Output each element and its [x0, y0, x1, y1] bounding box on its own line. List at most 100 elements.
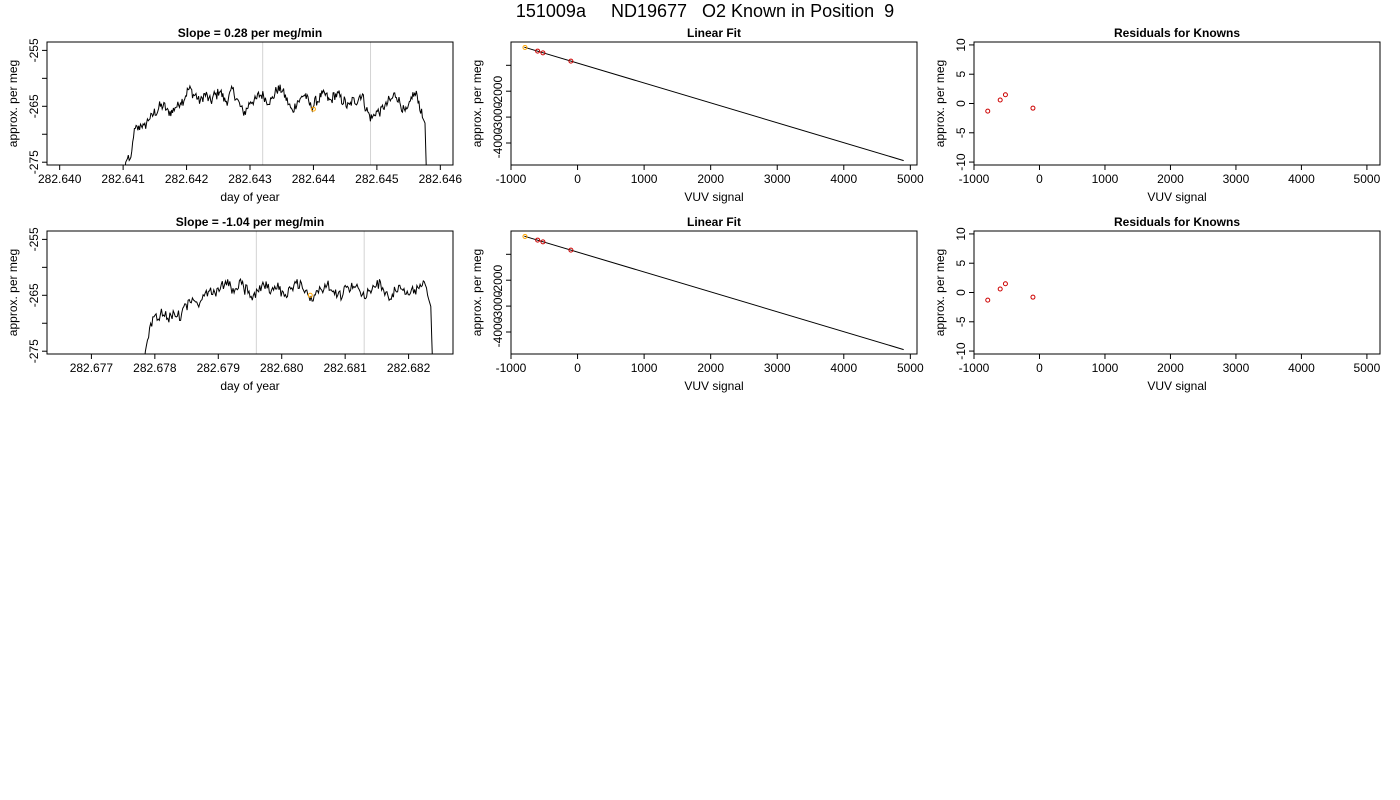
- x-axis-label: VUV signal: [1147, 379, 1206, 393]
- x-tick-label: -1000: [959, 361, 990, 375]
- res-top-panel: Residuals for Knowns -1000 0 1000 2000 3000 40…: [933, 26, 1381, 204]
- res-bottom-panel: Residuals for Knowns -1000 0 1000 2000 3000 40…: [933, 215, 1381, 393]
- x-tick-label: 1000: [1092, 361, 1119, 375]
- chart-title: Linear Fit: [687, 215, 741, 229]
- y-axis-label: approx. per meg: [933, 249, 947, 336]
- y-tick-label: -265: [27, 94, 41, 118]
- x-tick-label: 5000: [1354, 361, 1381, 375]
- series-line: [124, 84, 427, 165]
- x-axis-label: day of year: [220, 190, 279, 204]
- ts-top-panel: Slope = 0.28 per meg/min 282.640 282.641 28…: [6, 26, 463, 204]
- chart-title: Residuals for Knowns: [1114, 215, 1240, 229]
- x-tick-label: 282.681: [323, 361, 367, 375]
- data-point: [997, 286, 1003, 292]
- data-point: [985, 297, 991, 303]
- x-axis-label: day of year: [220, 379, 279, 393]
- x-tick-label: 282.677: [70, 361, 114, 375]
- y-tick-label: -2000: [491, 265, 505, 296]
- data-point: [535, 237, 541, 243]
- x-tick-label: -1000: [959, 172, 990, 186]
- fit-top-data-layer: [522, 44, 904, 162]
- x-tick-label: 3000: [1223, 172, 1250, 186]
- x-tick-label: -1000: [496, 172, 527, 186]
- chart-title: Linear Fit: [687, 26, 741, 40]
- x-tick-label: 3000: [1223, 361, 1250, 375]
- y-axis-label: approx. per meg: [470, 60, 484, 147]
- y-tick-label: 5: [954, 260, 968, 267]
- data-point: [1002, 281, 1008, 287]
- data-point: [568, 58, 574, 64]
- fit-bottom-data-layer: [522, 233, 904, 351]
- x-tick-label: 282.640: [38, 172, 82, 186]
- x-tick-label: -1000: [496, 361, 527, 375]
- x-tick-label: 1000: [1092, 172, 1119, 186]
- x-tick-label: 2000: [697, 361, 724, 375]
- x-tick-label: 282.678: [133, 361, 177, 375]
- chart-title: Residuals for Knowns: [1114, 26, 1240, 40]
- plot-frame: [973, 41, 1381, 166]
- data-point: [985, 108, 991, 114]
- series-line: [144, 277, 433, 354]
- y-tick-label: -255: [27, 227, 41, 251]
- y-tick-label: -10: [954, 342, 968, 360]
- fit-bottom-panel: Linear Fit -1000 0 1000 2000 3000 4000 5000 VUV …: [470, 215, 924, 393]
- x-tick-label: 282.682: [387, 361, 431, 375]
- chart-title: Slope = 0.28 per meg/min: [178, 26, 322, 40]
- y-tick-label: -2000: [491, 76, 505, 107]
- x-tick-label: 282.646: [419, 172, 463, 186]
- y-tick-label: 0: [954, 100, 968, 107]
- y-tick-label: -4000: [491, 127, 505, 158]
- x-tick-label: 282.641: [101, 172, 145, 186]
- x-tick-label: 0: [1036, 172, 1043, 186]
- chart-title: Slope = -1.04 per meg/min: [176, 215, 324, 229]
- y-tick-label: 0: [954, 289, 968, 296]
- x-axis-label: VUV signal: [684, 379, 743, 393]
- y-tick-label: -265: [27, 283, 41, 307]
- plot-frame: [510, 230, 918, 355]
- y-axis-label: approx. per meg: [933, 60, 947, 147]
- x-tick-label: 0: [574, 172, 581, 186]
- x-tick-label: 282.644: [292, 172, 336, 186]
- y-tick-label: 10: [954, 38, 968, 52]
- plot-frame: [973, 230, 1381, 355]
- res-top-data-layer: [985, 92, 1036, 114]
- x-tick-label: 282.679: [197, 361, 241, 375]
- x-tick-label: 282.642: [165, 172, 209, 186]
- fit-top-panel: Linear Fit -1000 0 1000 2000 3000 4000 5000 VUV …: [470, 26, 924, 204]
- x-tick-label: 4000: [830, 361, 857, 375]
- y-tick-label: 5: [954, 71, 968, 78]
- y-tick-label: -275: [27, 339, 41, 363]
- fit-line: [524, 46, 904, 162]
- data-point: [1030, 294, 1036, 300]
- fit-line: [524, 235, 904, 351]
- ts-top-data-layer: [124, 84, 427, 165]
- ts-bottom-panel: Slope = -1.04 per meg/min 282.677 282.678 2…: [6, 215, 454, 393]
- x-tick-label: 3000: [764, 172, 791, 186]
- data-point: [540, 50, 546, 56]
- x-tick-label: 5000: [897, 172, 924, 186]
- x-tick-label: 5000: [1354, 172, 1381, 186]
- x-tick-label: 282.643: [228, 172, 272, 186]
- data-point: [1030, 105, 1036, 111]
- y-tick-label: 10: [954, 227, 968, 241]
- page-title: 151009a ND19677 O2 Known in Position 9: [515, 1, 895, 21]
- x-tick-label: 0: [1036, 361, 1043, 375]
- x-tick-label: 1000: [631, 172, 658, 186]
- y-tick-label: -5: [954, 316, 968, 327]
- x-tick-label: 5000: [897, 361, 924, 375]
- data-point: [522, 44, 528, 50]
- x-tick-label: 282.680: [260, 361, 304, 375]
- x-tick-label: 4000: [1288, 361, 1315, 375]
- y-tick-label: -275: [27, 150, 41, 174]
- x-tick-label: 2000: [1157, 172, 1184, 186]
- y-axis-label: approx. per meg: [470, 249, 484, 336]
- y-tick-label: -4000: [491, 316, 505, 347]
- ts-bottom-data-layer: [144, 277, 433, 354]
- plot-frame: [46, 41, 454, 166]
- y-tick-label: -3000: [491, 290, 505, 321]
- plot-frame: [46, 230, 454, 355]
- res-bottom-data-layer: [985, 281, 1036, 303]
- data-point: [540, 239, 546, 245]
- x-axis-label: VUV signal: [684, 190, 743, 204]
